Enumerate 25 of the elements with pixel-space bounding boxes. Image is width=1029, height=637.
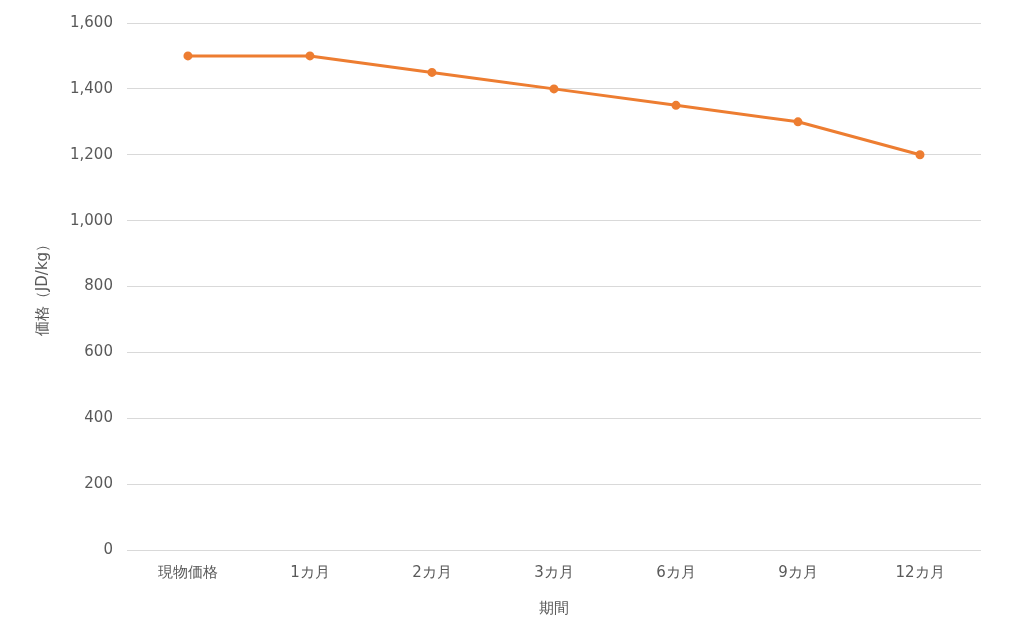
y-tick-label: 600 (84, 342, 113, 361)
point (305, 51, 315, 61)
x-tick-label: 現物価格 (157, 562, 218, 581)
point (793, 117, 803, 127)
y-tick-label: 0 (103, 539, 113, 558)
x-tick-label: 6カ月 (656, 562, 696, 581)
point (183, 51, 193, 61)
y-tick-label: 400 (84, 408, 113, 427)
x-tick-label: 9カ月 (778, 562, 818, 581)
y-tick-label: 1,200 (69, 144, 113, 163)
y-tick-label: 1,600 (69, 12, 113, 31)
point (549, 84, 559, 94)
point (427, 67, 437, 77)
y-tick-label: 800 (84, 276, 113, 295)
point (671, 100, 681, 110)
x-axis-title: 期間 (538, 598, 569, 617)
x-tick-label: 12カ月 (895, 562, 945, 581)
x-tick-label: 2カ月 (412, 562, 452, 581)
y-tick-label: 1,400 (69, 78, 113, 97)
x-tick-label: 3カ月 (534, 562, 574, 581)
y-tick-label: 1,000 (69, 210, 113, 229)
x-tick-label: 1カ月 (290, 562, 330, 581)
y-axis-title: 価格（JD/kg） (32, 236, 51, 337)
y-tick-label: 200 (84, 474, 113, 493)
point (915, 150, 925, 160)
